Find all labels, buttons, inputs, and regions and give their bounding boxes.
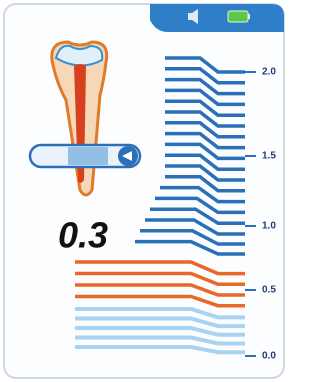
status-bar — [150, 4, 284, 32]
scale-label: 2.0 — [262, 67, 276, 78]
reading: 0.3 — [58, 215, 108, 256]
apex-locator-screen: 0.3 2.0 1.5 1.0 0.5 0.0 — [0, 0, 288, 382]
file-slider — [30, 145, 140, 167]
scale-label: 1.5 — [262, 151, 276, 162]
display: 0.3 2.0 1.5 1.0 0.5 0.0 — [0, 0, 288, 382]
scale-label: 0.5 — [262, 285, 276, 296]
battery-icon — [228, 11, 250, 22]
scale-label: 1.0 — [262, 221, 276, 232]
scale-label: 0.0 — [262, 351, 276, 362]
